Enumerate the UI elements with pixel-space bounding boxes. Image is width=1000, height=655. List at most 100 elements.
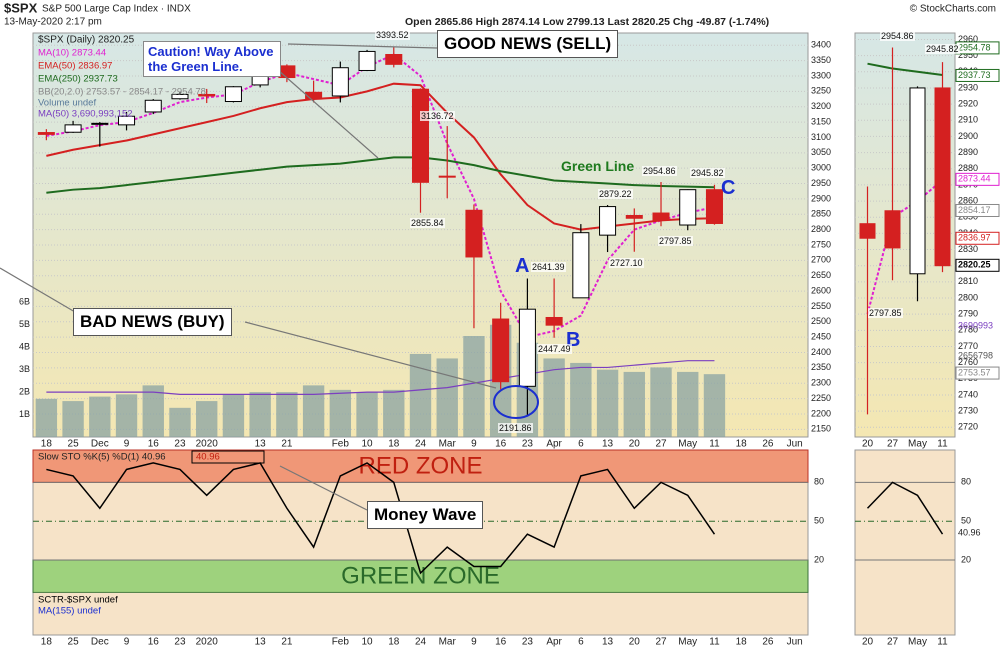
date: 13-May-2020 2:17 pm [4, 17, 102, 28]
candle-body [625, 214, 643, 219]
x-tick-label: 9 [124, 637, 130, 648]
x-tick-label: 13 [602, 439, 614, 450]
green-line-label: Green Line [561, 158, 635, 174]
volume-bar [276, 392, 298, 437]
x-tick-label: 11 [937, 637, 948, 648]
badge-box [191, 450, 265, 464]
x-tick-label: 10 [361, 439, 373, 450]
y-tick-label: 2900 [958, 131, 978, 141]
volume-tick-label: 6B [19, 297, 30, 307]
x-tick-label: 18 [736, 439, 748, 450]
price-note: 2945.82 [690, 168, 725, 178]
candle-body [198, 93, 216, 97]
x-tick-label: Apr [546, 637, 562, 648]
y-tick-label: 2930 [958, 82, 978, 92]
x-tick-label: 10 [361, 637, 373, 648]
volume-bar [703, 374, 726, 437]
x-tick-label: Mar [439, 637, 457, 648]
volume-bar [436, 358, 458, 437]
y-tick-label: 2300 [811, 378, 831, 388]
x-tick-label: 27 [655, 637, 667, 648]
y-tick-label: 2650 [811, 270, 831, 280]
x-tick-label: Dec [91, 637, 109, 648]
x-tick-label: 16 [495, 637, 507, 648]
legend-entry: EMA(50) 2836.97 [38, 61, 112, 72]
volume-bar [302, 385, 325, 437]
badge-bg [955, 203, 1000, 217]
x-tick-label: 2020 [196, 637, 219, 648]
volume-bar [62, 401, 84, 437]
y-tick-label: 2730 [958, 406, 978, 416]
x-tick-label: 25 [68, 439, 80, 450]
candle-body [224, 86, 242, 103]
y-tick-label: 2150 [811, 424, 831, 434]
y-tick-label: 2740 [958, 389, 978, 399]
legend-entry: EMA(250) 2937.73 [38, 74, 118, 85]
volume-tick-label: 5B [19, 319, 30, 329]
legend-entry: MA(50) 3,690,993,152 [38, 109, 133, 120]
y-tick-label: 2800 [811, 224, 831, 234]
legend-entry: MA(10) 2873.44 [38, 48, 106, 59]
badge-bg [955, 366, 1000, 380]
candle-body [385, 54, 403, 65]
y-tick-label: 2800 [958, 292, 978, 302]
volume-tick-label: 2B [19, 386, 30, 396]
y-tick-label: 2750 [811, 239, 831, 249]
volume-bar [89, 396, 111, 437]
stoch-line [46, 462, 716, 575]
volume-ma-line [46, 360, 715, 395]
x-tick-label: 27 [887, 637, 899, 648]
candle-body [518, 308, 536, 387]
candle-body [599, 206, 617, 236]
badge-bg [955, 231, 1000, 245]
y-tick-label: 20 [961, 554, 971, 564]
x-tick-label: Jun [787, 439, 803, 450]
money-wave: Money Wave [367, 501, 484, 529]
volume-bar [329, 389, 352, 437]
zone [32, 559, 809, 593]
credit: © StockCharts.com [910, 4, 996, 15]
y-tick-label: 2830 [958, 244, 978, 254]
mini-stoch-badge: 40.96 [958, 527, 981, 537]
x-tick-label: Feb [332, 439, 350, 450]
volume-tick-label: 1B [19, 409, 30, 419]
x-tick-label: May [678, 637, 697, 648]
y-tick-label: 80 [814, 477, 824, 487]
indicator-line [867, 62, 943, 77]
y-tick-label: 3200 [811, 101, 831, 111]
x-tick-label: 20 [862, 439, 874, 450]
candle-body [679, 189, 697, 226]
y-tick-label: 2860 [958, 195, 978, 205]
x-tick-label: May [908, 439, 927, 450]
x-tick-label: 20 [862, 637, 874, 648]
y-tick-label: 2950 [811, 178, 831, 188]
pointers [0, 43, 497, 511]
y-tick-label: 2950 [958, 50, 978, 60]
x-tick-label: 20 [629, 439, 641, 450]
x-tick-label: 23 [174, 637, 186, 648]
price-note: 2447.49 [537, 344, 572, 354]
x-tick-label: 24 [415, 439, 427, 450]
x-tick-label: 23 [522, 637, 534, 648]
y-tick-label: 3400 [811, 40, 831, 50]
volume-bar [596, 369, 619, 437]
volume-bar [169, 407, 191, 437]
volume-tick-label: 3B [19, 364, 30, 374]
y-tick-label: 2890 [958, 147, 978, 157]
badge: 2937.73 [958, 70, 991, 80]
x-tick-label: Mar [439, 439, 457, 450]
candle-body [909, 87, 926, 275]
y-tick-label: 2760 [958, 357, 978, 367]
indicator-line [866, 179, 944, 315]
mini-stoch-panel [854, 449, 956, 636]
x-tick-label: 23 [522, 439, 534, 450]
badge: 2836.97 [958, 233, 991, 243]
x-tick-label: 27 [887, 439, 899, 450]
y-tick-label: 2790 [958, 309, 978, 319]
x-tick-label: 6 [578, 637, 584, 648]
caution-note: Caution! Way Above the Green Line. [143, 41, 281, 77]
x-tick-label: 13 [255, 439, 267, 450]
x-tick-label: 18 [41, 439, 53, 450]
volume-bar [196, 401, 218, 437]
badge: 2753.57 [958, 367, 991, 377]
